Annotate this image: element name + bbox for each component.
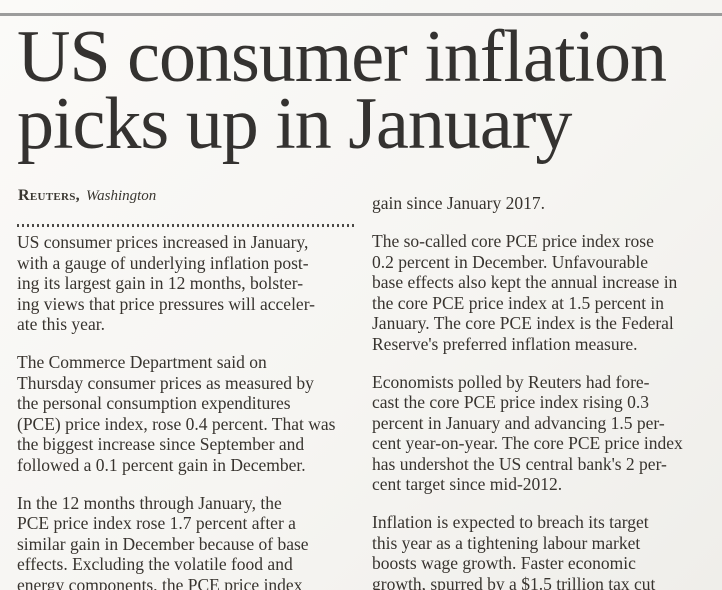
text-line: cast the core PCE price index rising 0.3 [372, 392, 650, 412]
text-line: Inflation is expected to breach its targ… [372, 512, 649, 532]
text-line: gain since January 2017. [372, 193, 546, 213]
text-line: growth, spurred by a $1.5 trillion tax c… [372, 573, 656, 590]
text-line: The so-called core PCE price index rose [372, 231, 654, 251]
text-line: base effects also kept the annual increa… [372, 272, 678, 292]
text-line: has undershot the US central bank's 2 pe… [372, 453, 667, 474]
text-line: boosts wage growth. Faster economic [372, 553, 636, 573]
text-line: Thursday consumer prices as measured by [17, 372, 314, 393]
text-line: the biggest increase since September and [17, 434, 305, 454]
text-line: cent year-on-year. The core PCE price in… [372, 433, 683, 453]
text-line: followed a 0.1 percent gain in December. [17, 454, 306, 475]
headline-line: US consumer inflation [17, 16, 667, 98]
text-line: percent in January and advancing 1.5 per… [372, 412, 665, 433]
byline: Reuters, Washington [18, 187, 156, 205]
article-column-left: US consumer prices increased in January,… [17, 232, 355, 590]
text-line: with a gauge of underlying inflation pos… [17, 252, 309, 273]
text-line: cent target since mid-2012. [372, 474, 563, 494]
text-line: this year as a tightening labour market [372, 532, 641, 553]
byline-source: Reuters, [18, 187, 80, 204]
text-line: the core PCE price index at 1.5 percent … [372, 292, 665, 313]
text-line: January. The core PCE index is the Feder… [372, 313, 674, 333]
byline-location: Washington [85, 188, 157, 204]
text-line: similar gain in December because of base [17, 533, 309, 554]
text-line: Economists polled by Reuters had fore- [372, 371, 650, 392]
headline-line: picks up in January [17, 83, 572, 165]
text-line: (PCE) price index, rose 0.4 percent. Tha… [17, 413, 336, 434]
article-column-right: gain since January 2017. The so-called c… [372, 193, 708, 590]
text-line: US consumer prices increased in January, [17, 232, 309, 252]
text-line: PCE price index rose 1.7 percent after a [17, 513, 296, 533]
text-line: The Commerce Department said on [17, 352, 267, 372]
headline: US consumer inflation picks up in Januar… [17, 16, 717, 165]
text-line: ate this year. [17, 314, 105, 334]
top-rule [0, 13, 722, 16]
text-line: 0.2 percent in December. Unfavourable [372, 251, 648, 272]
dotted-separator [17, 224, 355, 227]
text-line: energy components, the PCE price index [17, 574, 303, 590]
text-line: effects. Excluding the volatile food and [17, 554, 293, 574]
text-line: ing its largest gain in 12 months, bolst… [17, 273, 304, 293]
text-line: ing views that price pressures will acce… [17, 293, 316, 314]
text-line: the personal consumption expenditures [17, 393, 291, 413]
text-line: Reserve's preferred inflation measure. [372, 333, 638, 354]
text-line: In the 12 months through January, the [17, 492, 282, 513]
